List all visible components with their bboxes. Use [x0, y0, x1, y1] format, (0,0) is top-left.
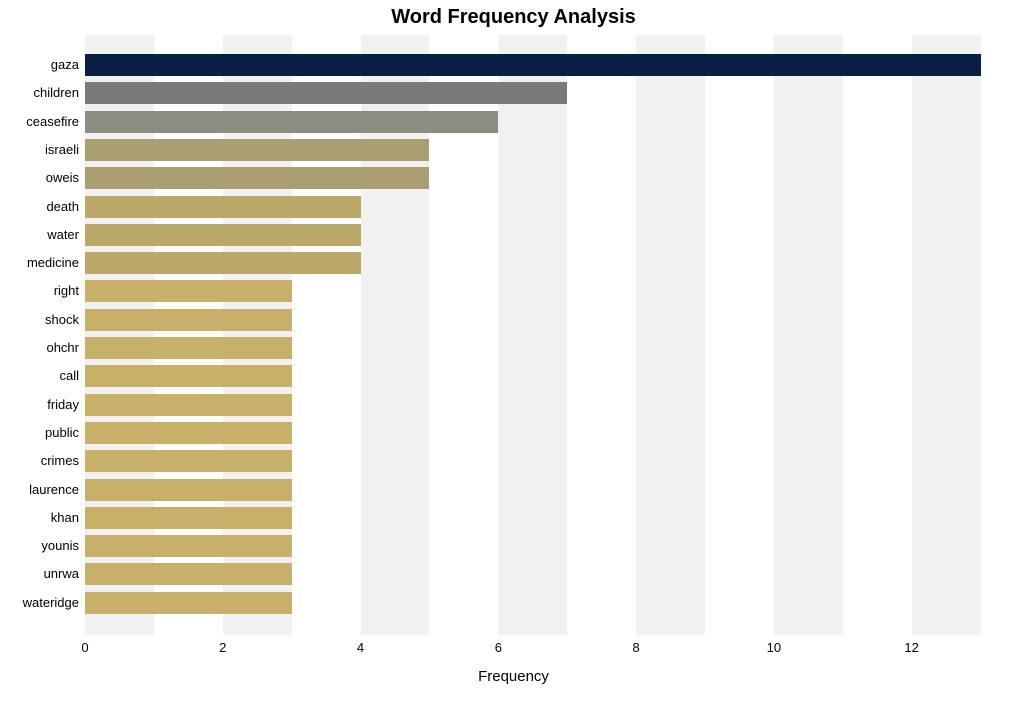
y-tick-label: khan	[0, 510, 79, 525]
word-frequency-chart: Word Frequency Analysis Frequency gaza ch…	[0, 0, 1027, 701]
x-tick-label: 2	[219, 640, 226, 655]
y-tick-label: death	[0, 199, 79, 214]
y-tick-label: crimes	[0, 453, 79, 468]
grid-band	[636, 35, 705, 635]
y-tick-label: children	[0, 85, 79, 100]
grid-band	[912, 35, 981, 635]
y-tick-label: call	[0, 368, 79, 383]
y-tick-label: ohchr	[0, 340, 79, 355]
y-tick-label: friday	[0, 397, 79, 412]
bar	[85, 563, 292, 585]
bar	[85, 337, 292, 359]
bar-row	[85, 535, 292, 557]
bar-row	[85, 422, 292, 444]
y-tick-label: public	[0, 425, 79, 440]
bar-row	[85, 54, 981, 76]
bar	[85, 139, 429, 161]
bar	[85, 280, 292, 302]
bar-row	[85, 139, 429, 161]
bar	[85, 309, 292, 331]
bar-row	[85, 337, 292, 359]
bar-row	[85, 111, 498, 133]
y-tick-label: gaza	[0, 57, 79, 72]
bar	[85, 592, 292, 614]
x-axis-title: Frequency	[0, 668, 1027, 685]
bar	[85, 54, 981, 76]
bar	[85, 535, 292, 557]
x-tick-label: 10	[767, 640, 781, 655]
bar	[85, 394, 292, 416]
y-tick-label: medicine	[0, 255, 79, 270]
bar	[85, 111, 498, 133]
bar	[85, 507, 292, 529]
x-tick-label: 6	[495, 640, 502, 655]
plot-area	[85, 35, 1015, 635]
y-tick-label: water	[0, 227, 79, 242]
x-tick-label: 12	[904, 640, 918, 655]
bar	[85, 450, 292, 472]
grid-band	[774, 35, 843, 635]
y-tick-label: oweis	[0, 170, 79, 185]
bar	[85, 196, 361, 218]
y-tick-label: israeli	[0, 142, 79, 157]
x-tick-label: 8	[632, 640, 639, 655]
y-tick-label: unrwa	[0, 566, 79, 581]
bar-row	[85, 592, 292, 614]
y-tick-label: right	[0, 283, 79, 298]
y-tick-label: shock	[0, 312, 79, 327]
x-tick-label: 0	[81, 640, 88, 655]
bar-row	[85, 252, 361, 274]
bar-row	[85, 196, 361, 218]
bar	[85, 224, 361, 246]
bar-row	[85, 563, 292, 585]
bar-row	[85, 394, 292, 416]
bar-row	[85, 82, 567, 104]
y-tick-label: wateridge	[0, 595, 79, 610]
bar-row	[85, 507, 292, 529]
bar-row	[85, 309, 292, 331]
bar	[85, 365, 292, 387]
bar	[85, 252, 361, 274]
bar-row	[85, 450, 292, 472]
grid-band	[498, 35, 567, 635]
y-tick-label: younis	[0, 538, 79, 553]
x-tick-label: 4	[357, 640, 364, 655]
y-tick-label: ceasefire	[0, 114, 79, 129]
bar-row	[85, 365, 292, 387]
bar	[85, 479, 292, 501]
bar	[85, 422, 292, 444]
y-tick-label: laurence	[0, 482, 79, 497]
bar	[85, 167, 429, 189]
bar-row	[85, 167, 429, 189]
bar-row	[85, 280, 292, 302]
chart-title: Word Frequency Analysis	[0, 6, 1027, 29]
bar-row	[85, 224, 361, 246]
bar	[85, 82, 567, 104]
bar-row	[85, 479, 292, 501]
